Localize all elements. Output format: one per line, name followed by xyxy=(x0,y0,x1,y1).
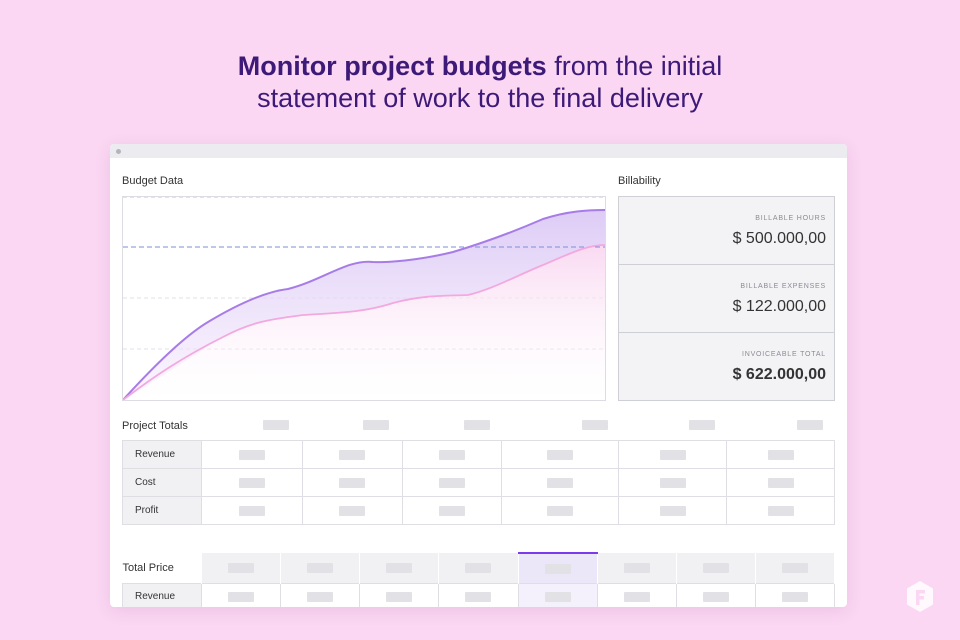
app-window: Budget Data Billability xyxy=(110,144,847,607)
cell-placeholder xyxy=(439,450,466,460)
total-price-table: Total Price Revenue xyxy=(121,552,836,607)
billable-expenses-cell: BILLABLE EXPENSES $ 122.000,00 xyxy=(619,265,834,333)
cell-placeholder xyxy=(702,591,729,602)
header-placeholder xyxy=(363,420,389,430)
invoiceable-total-label: INVOICEABLE TOTAL xyxy=(741,351,826,358)
cell-placeholder xyxy=(386,591,413,602)
cell-placeholder xyxy=(386,563,413,573)
table-row: Cost xyxy=(122,468,835,497)
table-header-row: Total Price xyxy=(122,552,836,583)
billable-expenses-label: BILLABLE EXPENSES xyxy=(740,283,826,290)
cell-placeholder xyxy=(339,506,366,516)
cell-placeholder xyxy=(767,506,794,516)
row-label-revenue: Revenue xyxy=(121,582,203,607)
headline: Monitor project budgets from the initial… xyxy=(0,50,960,114)
cell-placeholder xyxy=(547,450,574,460)
cell-placeholder xyxy=(228,563,255,573)
cell-placeholder xyxy=(439,506,466,516)
brand-logo-icon xyxy=(907,581,933,612)
cell-placeholder xyxy=(781,563,808,573)
row-label-profit: Profit xyxy=(122,496,202,525)
billability-panel: BILLABLE HOURS $ 500.000,00 BILLABLE EXP… xyxy=(618,196,835,401)
column-header[interactable] xyxy=(438,553,519,583)
header-placeholder xyxy=(689,420,715,430)
series-line-bottom xyxy=(123,244,605,400)
cell-placeholder xyxy=(544,591,571,602)
cell-placeholder xyxy=(339,450,366,460)
cell-placeholder xyxy=(307,591,334,602)
column-header[interactable] xyxy=(676,553,756,583)
invoiceable-total-value: $ 622.000,00 xyxy=(732,366,826,383)
header-placeholder xyxy=(263,420,289,430)
cell-placeholder xyxy=(767,450,794,460)
billable-hours-cell: BILLABLE HOURS $ 500.000,00 xyxy=(619,197,834,265)
cell-placeholder xyxy=(544,564,571,574)
cell-placeholder xyxy=(623,563,650,573)
cell-placeholder xyxy=(547,506,574,516)
invoiceable-total-cell: INVOICEABLE TOTAL $ 622.000,00 xyxy=(619,333,834,401)
header-placeholder xyxy=(797,420,823,430)
cell-placeholder xyxy=(238,478,265,488)
budget-data-title: Budget Data xyxy=(122,175,184,187)
table-row: Revenue xyxy=(122,440,835,469)
area-top xyxy=(123,210,605,400)
column-header[interactable] xyxy=(359,553,440,583)
cell-placeholder xyxy=(659,506,686,516)
window-titlebar xyxy=(110,144,847,158)
column-header-active[interactable] xyxy=(518,552,598,583)
column-header[interactable] xyxy=(280,553,361,583)
cell-placeholder xyxy=(623,591,650,602)
area-bottom xyxy=(123,245,605,400)
cell-placeholder xyxy=(439,478,466,488)
cell-placeholder xyxy=(228,591,255,602)
cell-placeholder xyxy=(465,563,492,573)
billability-title: Billability xyxy=(618,175,661,187)
header-placeholder xyxy=(464,420,490,430)
column-header[interactable] xyxy=(597,553,677,583)
column-header[interactable] xyxy=(755,553,836,583)
cell-placeholder xyxy=(702,563,729,573)
cell-placeholder xyxy=(238,506,265,516)
header-placeholder xyxy=(582,420,608,430)
window-dot-icon xyxy=(116,149,121,154)
headline-bold: Monitor project budgets xyxy=(237,51,547,81)
cell-placeholder xyxy=(781,591,808,602)
billable-expenses-value: $ 122.000,00 xyxy=(732,298,826,315)
table-row: Profit xyxy=(122,496,835,525)
column-header[interactable] xyxy=(201,553,282,583)
project-totals-title: Project Totals xyxy=(122,420,188,432)
cell-placeholder xyxy=(465,591,492,602)
budget-chart xyxy=(122,196,606,401)
billable-hours-value: $ 500.000,00 xyxy=(732,230,826,247)
cell-placeholder xyxy=(238,450,265,460)
cell-placeholder xyxy=(339,478,366,488)
cell-placeholder xyxy=(767,478,794,488)
project-totals-table: Revenue Cost Profit xyxy=(122,440,835,525)
total-price-title: Total Price xyxy=(122,553,203,583)
budget-chart-svg xyxy=(123,197,605,400)
cell-placeholder xyxy=(659,478,686,488)
table-row: Revenue xyxy=(121,582,836,607)
cell-placeholder xyxy=(547,478,574,488)
headline-line2: statement of work to the final delivery xyxy=(257,83,703,113)
series-line-top xyxy=(123,209,605,400)
row-label-cost: Cost xyxy=(122,468,202,497)
cell-placeholder xyxy=(307,563,334,573)
billable-hours-label: BILLABLE HOURS xyxy=(755,215,826,222)
row-label-revenue: Revenue xyxy=(122,440,202,469)
cell-placeholder xyxy=(659,450,686,460)
headline-rest: from the initial xyxy=(546,51,723,81)
